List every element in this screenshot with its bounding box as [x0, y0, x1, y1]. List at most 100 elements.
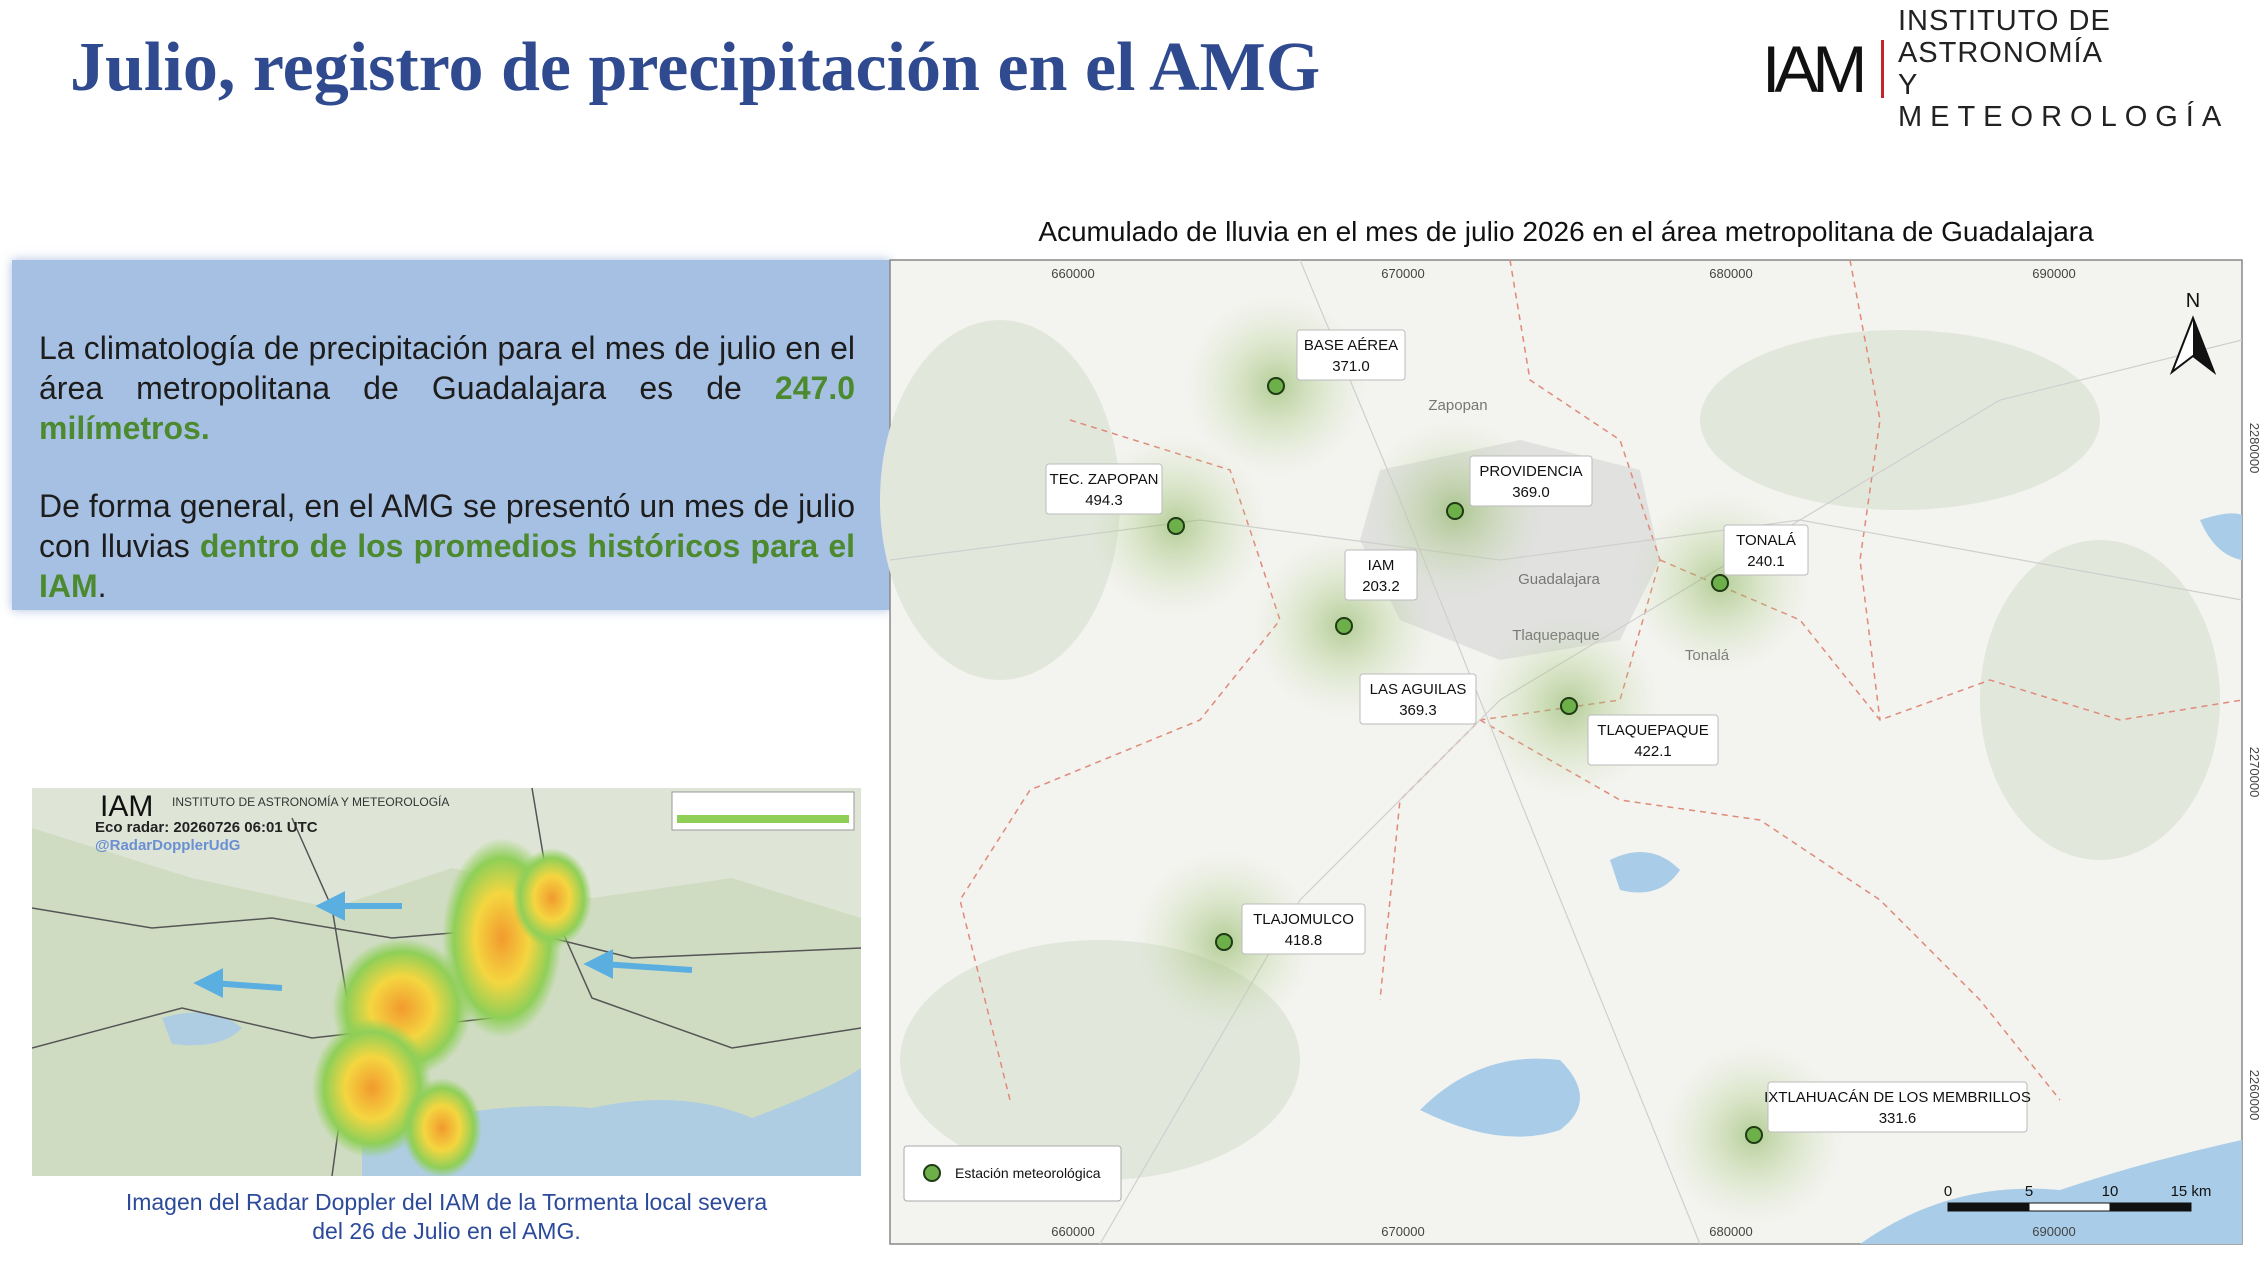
rain-halo	[1086, 436, 1266, 616]
station: TLAQUEPAQUE 422.1	[1479, 616, 1719, 796]
station-label-box	[1587, 714, 1719, 766]
scale-segment	[2028, 1202, 2111, 1212]
radar-logo-text: INSTITUTO DE ASTRONOMÍA Y METEOROLOGÍA	[172, 794, 449, 809]
station: LAS AGUILAS 369.3	[1359, 673, 1477, 725]
station-label-box	[1723, 524, 1809, 576]
station-dot	[1745, 1126, 1763, 1144]
scale-label: 5	[2025, 1183, 2033, 1200]
x-coordinate-label: 660000	[1051, 266, 1094, 281]
station-value: 371.0	[1332, 358, 1370, 375]
rain-halo	[1479, 616, 1659, 796]
station-dot	[1167, 517, 1185, 535]
station: IXTLAHUACÁN DE LOS MEMBRILLOS 331.6	[1664, 1045, 2031, 1225]
logo-text: INSTITUTO DE ASTRONOMÍA Y METEOROLOGÍA	[1898, 5, 2268, 133]
logo-line: Y METEOROLOGÍA	[1897, 69, 2230, 133]
station: TONALÁ 240.1	[1630, 493, 1810, 673]
summary-box: La climatología de precipitación para el…	[12, 260, 890, 610]
text: La climatología de precipitación para el…	[39, 330, 855, 406]
station-name: TLAQUEPAQUE	[1597, 722, 1708, 739]
radar-image: IAM INSTITUTO DE ASTRONOMÍA Y METEOROLOG…	[32, 788, 861, 1176]
radar-caption: Imagen del Radar Doppler del IAM de la T…	[32, 1188, 861, 1246]
urban-area	[1360, 440, 1660, 660]
paragraph: De forma general, en el AMG se presentó …	[39, 486, 855, 606]
station-dot	[1215, 933, 1233, 951]
y-coordinate-label: 2260000	[2247, 1070, 2262, 1121]
place-label: Guadalajara	[1518, 571, 1600, 588]
station-name: PROVIDENCIA	[1479, 463, 1582, 480]
station-name: TLAJOMULCO	[1253, 911, 1354, 928]
station-label-box	[1241, 903, 1366, 955]
station: TEC. ZAPOPAN 494.3	[1045, 436, 1266, 616]
station-dot	[1335, 617, 1353, 635]
station-dot	[1711, 574, 1729, 592]
terrain	[880, 320, 2220, 1180]
rain-halo	[1134, 852, 1314, 1032]
station-dot	[1267, 377, 1285, 395]
north-arrow-half	[2193, 318, 2214, 372]
logo-mark: IAM	[1762, 32, 1867, 106]
radar-echoes	[312, 838, 592, 1176]
logo-line: INSTITUTO DE ASTRONOMÍA	[1897, 5, 2111, 69]
station-name: TEC. ZAPOPAN	[1050, 471, 1159, 488]
highlight: dentro de los promedios históricos para …	[39, 528, 856, 604]
rain-halo	[1365, 421, 1545, 601]
y-coordinate-label: 2280000	[2247, 423, 2262, 474]
station-label-box	[1045, 463, 1163, 515]
scale-segment	[2109, 1202, 2192, 1212]
station-name: BASE AÉREA	[1304, 337, 1398, 354]
x-coordinate-label: 670000	[1381, 266, 1424, 281]
rain-halo	[1254, 536, 1434, 716]
water	[1420, 513, 2242, 1244]
station: IAM 203.2	[1254, 536, 1434, 716]
station-value: 418.8	[1285, 932, 1323, 949]
scale-segment	[1947, 1202, 2030, 1212]
station-name: IAM	[1368, 557, 1395, 574]
rain-halo	[1630, 493, 1810, 673]
rain-halo	[1664, 1045, 1844, 1225]
text: De forma general, en el AMG se presentó …	[39, 488, 855, 564]
station-label-box	[1469, 455, 1593, 507]
slide-title: Julio, registro de precipitación en el A…	[70, 29, 1321, 106]
station-value: 369.0	[1512, 484, 1550, 501]
legend-label: Estación meteorológica	[955, 1165, 1101, 1181]
y-coordinate-label: 2270000	[2247, 747, 2262, 798]
station-label-box	[1767, 1081, 2028, 1133]
station-name: IXTLAHUACÁN DE LOS MEMBRILLOS	[1764, 1089, 2031, 1106]
station-dot	[1560, 697, 1578, 715]
caption-line: del 26 de Julio en el AMG.	[312, 1218, 581, 1244]
x-coordinate-label: 690000	[2032, 1224, 2075, 1239]
station-name: LAS AGUILAS	[1370, 681, 1467, 698]
radar-logo: IAM	[100, 790, 153, 823]
legend-box	[903, 1145, 1122, 1202]
place-label: Tlaquepaque	[1512, 627, 1600, 644]
north-label: N	[2186, 290, 2200, 312]
highlight: 247.0 milímetros.	[39, 370, 855, 446]
roads	[889, 259, 2243, 1245]
rain-halo	[1186, 296, 1366, 476]
scale-label: 0	[1944, 1183, 1952, 1200]
station: TLAJOMULCO 418.8	[1134, 852, 1366, 1032]
x-coordinate-label: 660000	[1051, 1224, 1094, 1239]
station-dot	[1446, 502, 1464, 520]
station-label-box	[1296, 329, 1406, 381]
scale-label: 10	[2102, 1183, 2119, 1200]
north-arrow	[2169, 315, 2217, 375]
boundaries	[959, 259, 2243, 1101]
station: PROVIDENCIA 369.0	[1365, 421, 1593, 601]
legend-symbol	[923, 1164, 941, 1182]
station: BASE AÉREA 371.0	[1186, 296, 1406, 476]
radar-handle: @RadarDopplerUdG	[95, 837, 240, 854]
x-coordinate-label: 670000	[1381, 1224, 1424, 1239]
text: .	[97, 568, 107, 604]
station-value: 331.6	[1879, 1110, 1917, 1127]
place-label: Tonalá	[1685, 647, 1730, 664]
logo-divider	[1881, 40, 1884, 98]
caption-line: Imagen del Radar Doppler del IAM de la T…	[125, 1189, 768, 1215]
station-value: 203.2	[1362, 578, 1400, 595]
station-label-box	[1359, 673, 1477, 725]
station-label-box	[1344, 549, 1418, 601]
map-frame	[889, 259, 2243, 1245]
station-value: 369.3	[1399, 702, 1437, 719]
